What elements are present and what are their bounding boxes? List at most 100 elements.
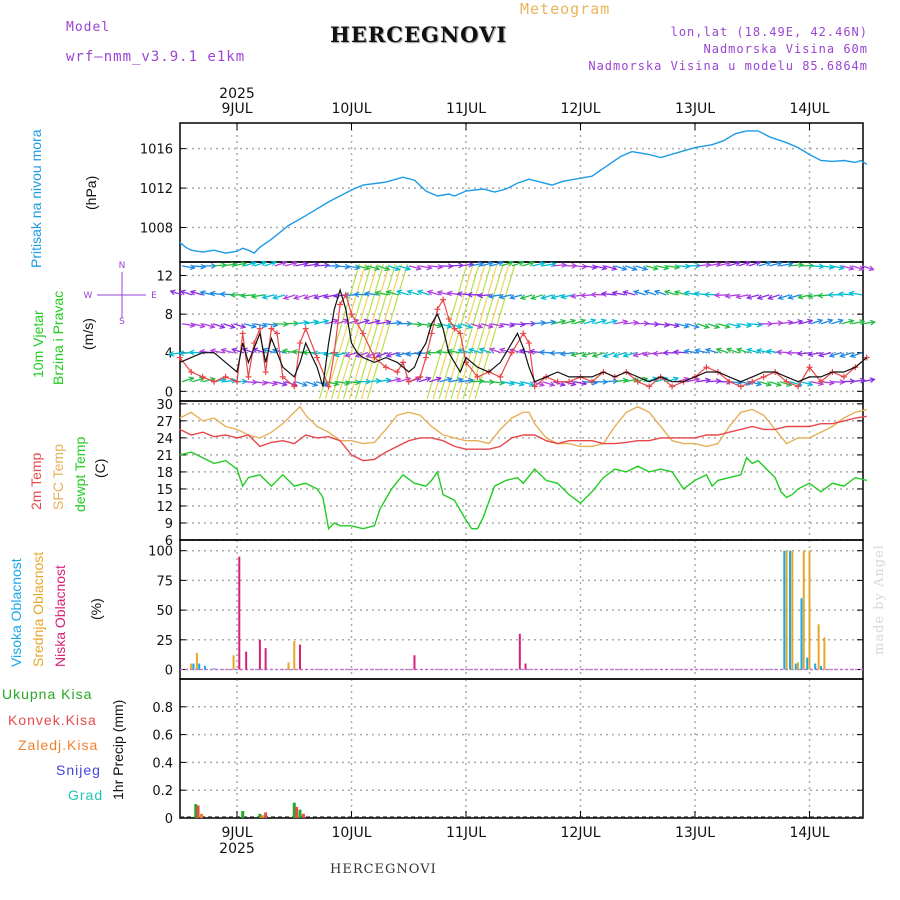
wind-arrow bbox=[295, 381, 308, 387]
wind-arrowhead bbox=[715, 378, 722, 384]
wind-arrowhead bbox=[528, 381, 535, 387]
wind-arrowhead bbox=[828, 352, 835, 358]
wind-arrowhead bbox=[590, 318, 597, 325]
wind-arrow bbox=[573, 319, 586, 325]
wind-arrow bbox=[594, 265, 607, 270]
wind-arrowhead bbox=[703, 323, 710, 330]
wind-arrowhead bbox=[765, 348, 772, 355]
wind-arrowhead bbox=[519, 294, 526, 301]
wind-arrow bbox=[542, 321, 556, 325]
hatch-line bbox=[324, 263, 367, 400]
x-tick-label-top: 14JUL bbox=[790, 101, 830, 117]
precip-snow-label: Snijeg bbox=[56, 762, 101, 778]
cloud-bar bbox=[195, 652, 198, 670]
cloud-bar bbox=[823, 637, 826, 670]
wind-arrow bbox=[560, 352, 574, 355]
wind-arrow bbox=[314, 294, 327, 299]
wind-arrowhead bbox=[540, 320, 547, 326]
wind-arrowhead bbox=[477, 292, 484, 299]
y-tick-label-precip: 0.2 bbox=[152, 784, 173, 799]
wind-arrowhead bbox=[827, 291, 834, 298]
wind-arrow bbox=[717, 323, 730, 328]
wind-arrow bbox=[684, 291, 698, 296]
wind-arrow bbox=[666, 377, 679, 383]
wind-arrow bbox=[686, 378, 700, 383]
wind-arrow bbox=[532, 321, 546, 325]
dewpoint-line bbox=[179, 451, 867, 531]
wind-arrow bbox=[388, 321, 402, 325]
cloud-bar bbox=[264, 648, 267, 670]
gust-marker bbox=[188, 369, 195, 376]
wind-arrowhead bbox=[281, 260, 288, 267]
wind-arrow bbox=[491, 381, 505, 384]
wind-arrow bbox=[705, 348, 719, 354]
wind-arrowhead bbox=[756, 294, 763, 300]
wind-arrow bbox=[831, 265, 844, 270]
hatch-line bbox=[450, 263, 492, 400]
wind-arrow bbox=[396, 352, 409, 357]
cloud-bar bbox=[238, 556, 241, 670]
wind-arrowhead bbox=[487, 260, 495, 267]
wind-arrow bbox=[429, 265, 443, 268]
wind-arrowhead bbox=[272, 294, 279, 300]
wind-arrowhead bbox=[416, 289, 423, 296]
x-tick-label-bottom: 9JUL bbox=[221, 825, 252, 841]
wind-arrowhead bbox=[622, 377, 629, 384]
wind-arrowhead bbox=[240, 323, 247, 329]
wind-arrowhead bbox=[365, 352, 372, 358]
wind-arrowhead bbox=[540, 294, 547, 300]
wind-arrowhead bbox=[581, 351, 588, 358]
y-tick-label-cloud: 75 bbox=[156, 574, 173, 589]
gust-marker bbox=[302, 325, 309, 332]
wind-arrow bbox=[345, 352, 358, 357]
y-tick-label-wind: 0 bbox=[165, 385, 173, 400]
wind-arrowhead bbox=[817, 351, 825, 358]
wind-arrow bbox=[850, 352, 863, 358]
wind-arrowhead bbox=[498, 322, 505, 329]
wind-arrow bbox=[604, 265, 617, 270]
wind-arrow bbox=[326, 381, 339, 386]
wind-arrowhead bbox=[363, 318, 371, 325]
wind-arrow bbox=[407, 290, 420, 296]
wind-arrow bbox=[520, 294, 533, 300]
wind-arrowhead bbox=[394, 265, 401, 272]
wind-arrow bbox=[789, 320, 803, 325]
gust-marker bbox=[359, 330, 366, 337]
wind-arrowhead bbox=[767, 294, 774, 301]
wind-arrow bbox=[726, 348, 739, 354]
wind-arrow bbox=[601, 292, 615, 296]
wind-arrow bbox=[232, 348, 245, 354]
wind-arrow bbox=[861, 265, 874, 271]
wind-arrow bbox=[666, 323, 679, 327]
wind-arrowhead bbox=[518, 260, 525, 267]
wind-arrowhead bbox=[231, 377, 238, 384]
wind-arrowhead bbox=[260, 260, 267, 267]
wind-arrowhead bbox=[425, 376, 432, 383]
wind-arrow bbox=[603, 352, 616, 358]
wind-arrow bbox=[377, 265, 390, 271]
footer-station: HERCEGNOVI bbox=[330, 862, 437, 877]
wind-arrow bbox=[674, 291, 688, 296]
wind-arrow bbox=[521, 381, 534, 386]
wind-arrowhead bbox=[396, 320, 403, 326]
wind-arrowhead bbox=[313, 261, 320, 268]
wind-arrowhead bbox=[374, 318, 381, 325]
wind-arrowhead bbox=[478, 347, 485, 354]
wind-arrow bbox=[367, 379, 381, 383]
wind-arrow bbox=[779, 262, 793, 267]
wind-arrow bbox=[447, 350, 461, 354]
y-tick-label-temperature: 18 bbox=[156, 466, 173, 481]
wind-arrowhead bbox=[487, 323, 494, 329]
wind-arrowhead bbox=[499, 347, 506, 354]
cloud-bar bbox=[518, 633, 521, 670]
wind-arrow bbox=[614, 265, 627, 271]
wind-arrowhead bbox=[199, 290, 206, 296]
wind-arrowhead bbox=[807, 318, 814, 325]
wind-arrow bbox=[233, 262, 246, 267]
wind-arrowhead bbox=[446, 376, 453, 383]
wind-arrow bbox=[427, 290, 440, 296]
wind-arrowhead bbox=[395, 289, 403, 296]
precip-bar bbox=[301, 813, 305, 818]
wind-arrowhead bbox=[765, 260, 772, 267]
wind-arrow bbox=[375, 291, 389, 296]
